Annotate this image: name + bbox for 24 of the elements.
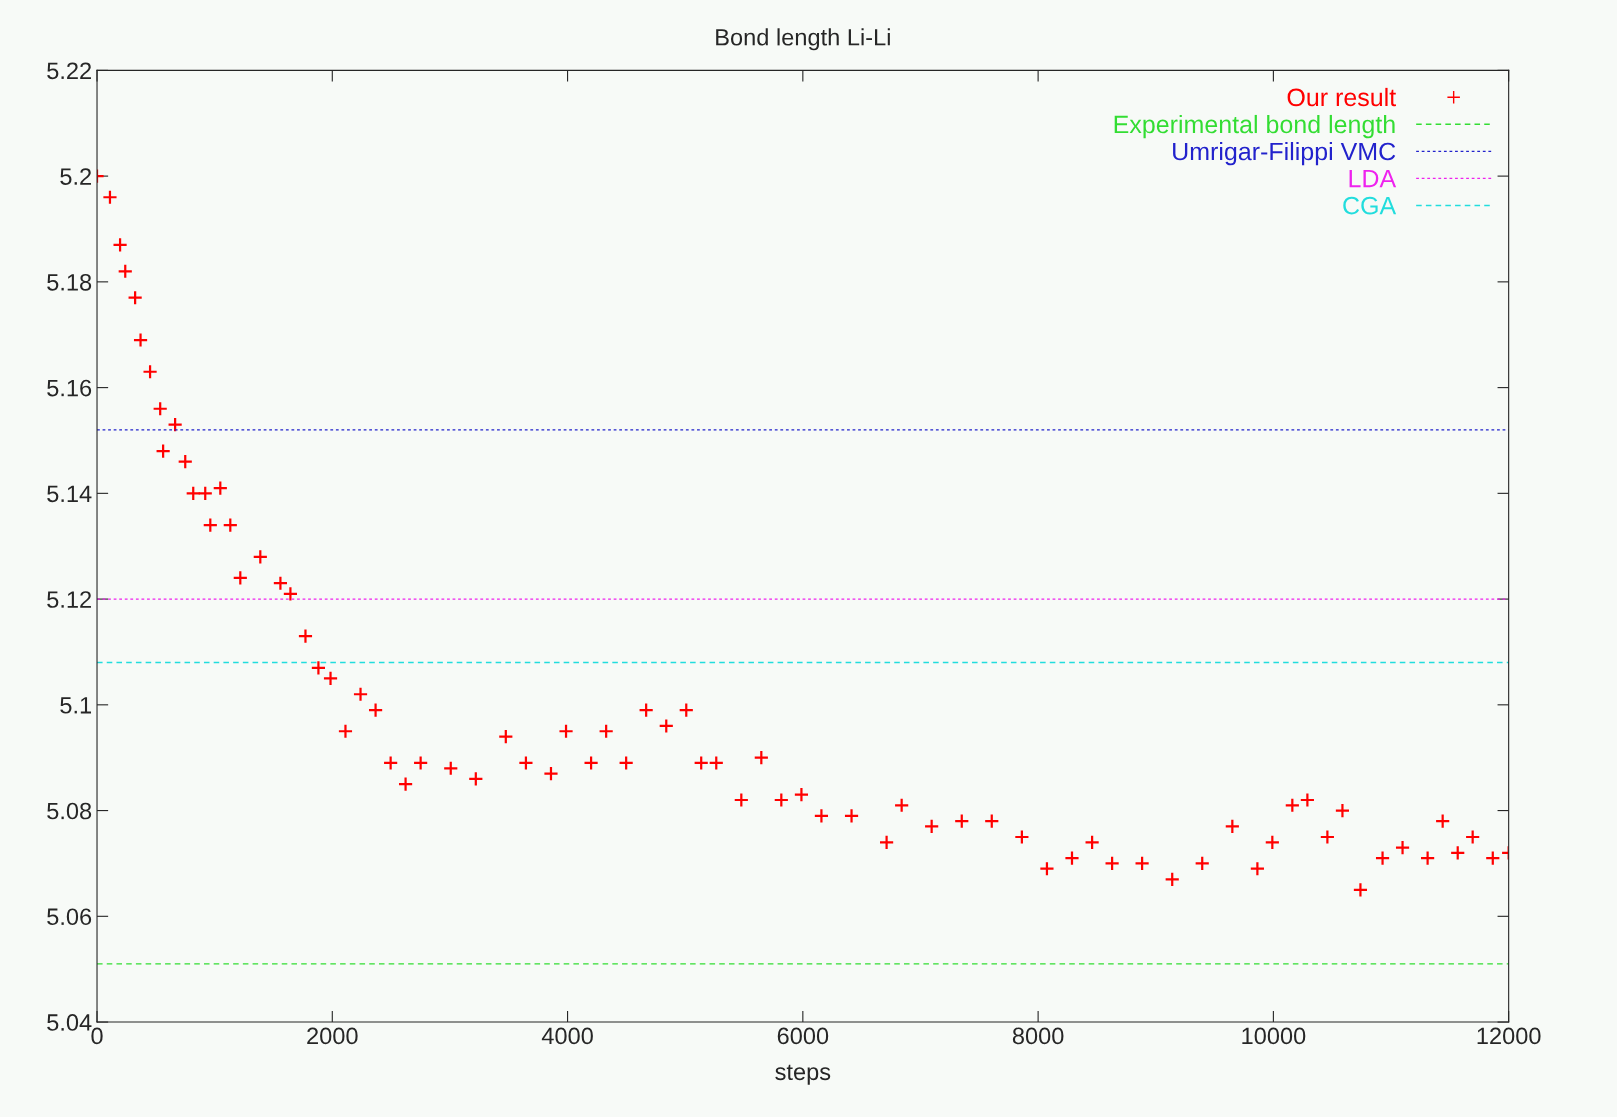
y-tick-label: 5.14 (47, 485, 92, 503)
y-tick-label: 5.04 (47, 1014, 92, 1031)
legend-label: Experimental bond length (1114, 114, 1395, 139)
y-tick-label: 5.12 (47, 591, 91, 608)
x-tick-label: 8000 (1012, 1027, 1064, 1045)
x-tick-label: 12000 (1477, 1027, 1541, 1045)
x-axis-title: steps (775, 1064, 831, 1085)
y-tick-label: 5.18 (47, 273, 92, 291)
y-tick-label: 5.1 (60, 697, 92, 714)
legend-label: Our result (1287, 87, 1396, 107)
x-tick-label: 6000 (777, 1027, 829, 1045)
legend-label: Umrigar-Filippi VMC (1173, 141, 1396, 166)
y-tick-label: 5.16 (47, 379, 92, 397)
legend-label: LDA (1349, 169, 1397, 188)
y-tick-label: 5.22 (47, 62, 91, 80)
y-tick-label: 5.2 (60, 168, 91, 185)
x-tick-label: 4000 (541, 1027, 593, 1045)
x-tick-label: 2000 (307, 1027, 358, 1045)
y-tick-label: 5.06 (47, 908, 92, 926)
y-tick-label: 5.08 (47, 802, 92, 820)
legend-label: CGA (1343, 196, 1397, 215)
chart-title: Bond length Li-Li (716, 28, 890, 51)
x-tick-label: 10000 (1242, 1027, 1306, 1045)
x-tick-label: 0 (91, 1027, 103, 1045)
